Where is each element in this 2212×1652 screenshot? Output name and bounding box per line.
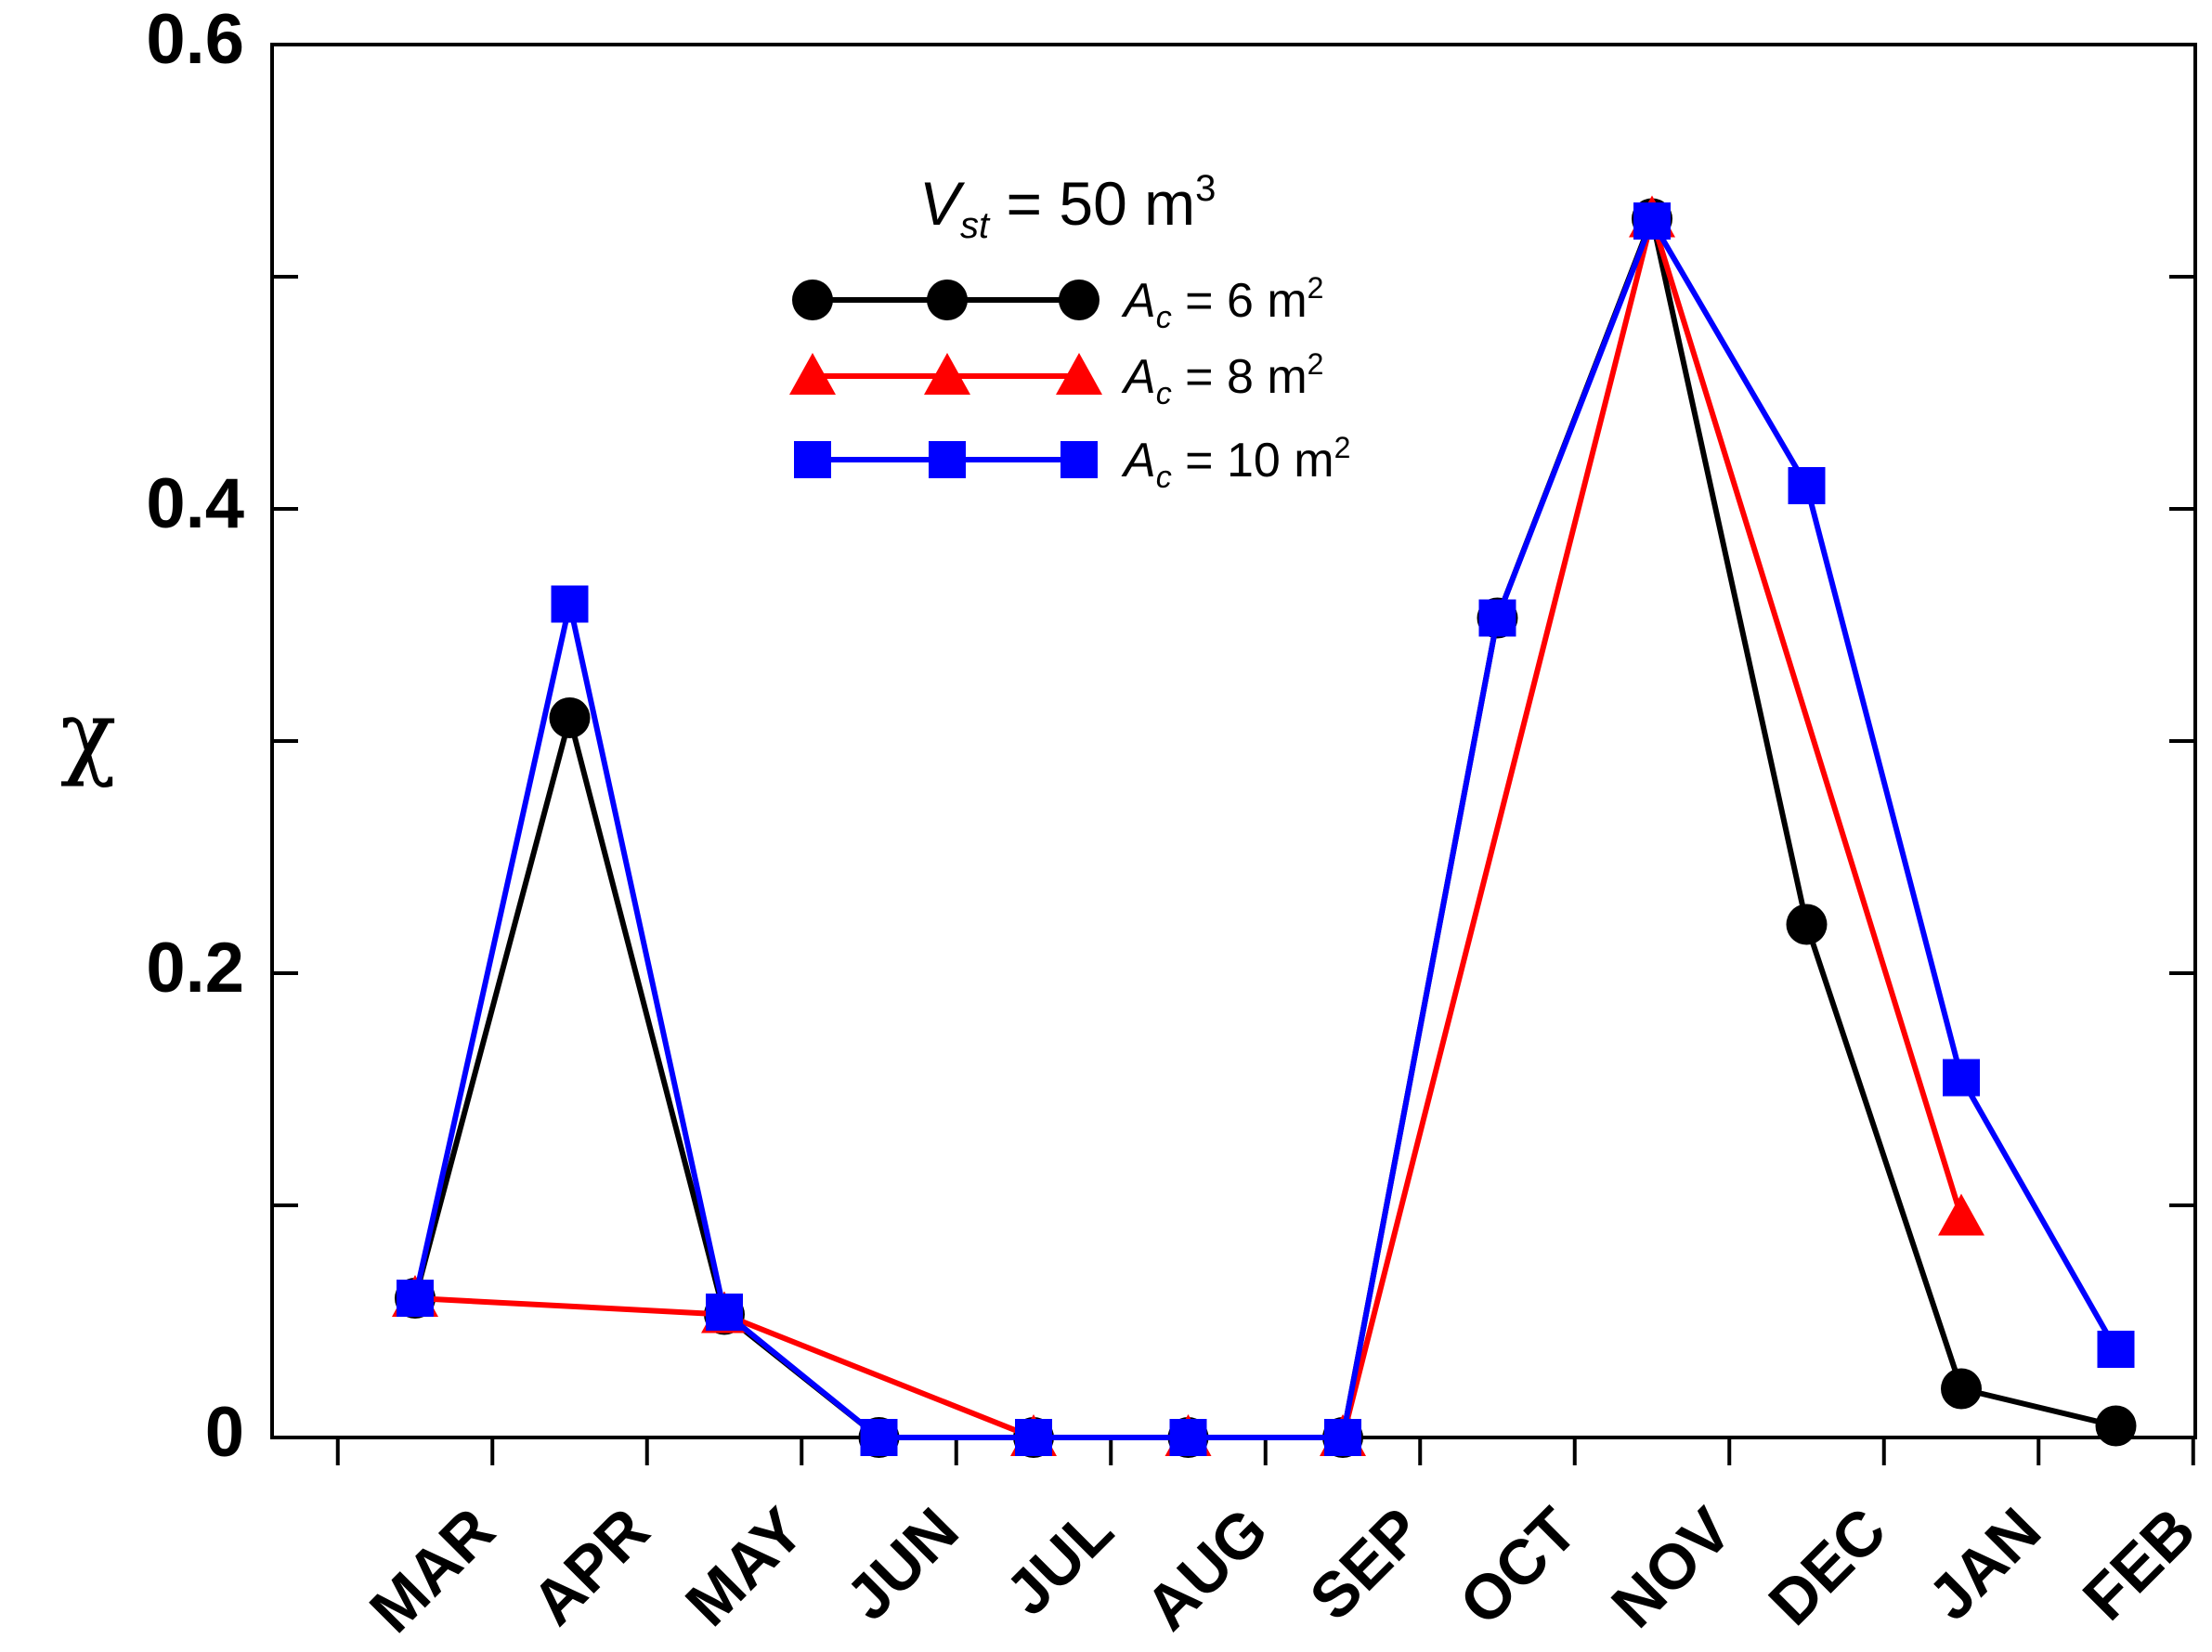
legend-marker	[929, 441, 966, 478]
data-point	[2095, 1405, 2137, 1447]
legend-marker	[1056, 353, 1102, 395]
data-point	[1169, 1419, 1207, 1456]
legend-marker	[927, 280, 968, 320]
data-point	[1786, 904, 1828, 945]
legend-label-sup: 2	[1334, 431, 1351, 464]
series-layer	[392, 195, 2137, 1458]
data-point	[549, 697, 591, 738]
data-point	[1788, 467, 1826, 504]
legend-label: Ac = 10 m2	[1121, 431, 1350, 495]
data-point	[1633, 202, 1671, 240]
data-point	[1015, 1419, 1052, 1456]
legend-label-rest: = 10 m	[1172, 434, 1334, 488]
x-category-label: JUN	[833, 1494, 972, 1633]
y-axis-label: χ	[60, 681, 117, 789]
x-category-label: MAR	[357, 1494, 508, 1645]
data-point	[860, 1419, 898, 1456]
y-tick-label: 0.6	[146, 0, 244, 79]
legend-title-main: V	[919, 169, 966, 238]
legend-entry: Ac = 8 m2	[789, 347, 1323, 411]
legend-label-sup: 2	[1308, 271, 1324, 305]
legend-entry: Ac = 10 m2	[794, 431, 1350, 495]
x-category-label: MAY	[672, 1494, 817, 1639]
legend-marker	[1059, 280, 1099, 320]
legend-label-rest: = 8 m	[1172, 350, 1308, 404]
legend-entry: Ac = 6 m2	[792, 271, 1323, 335]
legend-marker	[792, 280, 833, 320]
x-category-label: AUG	[1132, 1494, 1282, 1644]
legend-label: Ac = 6 m2	[1121, 271, 1323, 335]
data-point	[551, 585, 589, 623]
data-point	[397, 1280, 434, 1317]
x-category-label: FEB	[2070, 1494, 2209, 1633]
series-group	[397, 202, 2135, 1456]
x-category-label: JAN	[1915, 1494, 2054, 1633]
x-category-label: APR	[518, 1494, 662, 1638]
x-axis: MAR APR MAY JUN JUL AUG SEP OCT NOV DEC JAN FEB	[335, 1437, 2209, 1646]
legend-label-sub: c	[1156, 300, 1172, 335]
legend-marker	[1060, 441, 1098, 478]
data-point	[1938, 1193, 1984, 1236]
legend-label-rest: = 6 m	[1172, 274, 1308, 328]
legend-label-sub: c	[1156, 376, 1172, 411]
data-point	[1943, 1059, 1980, 1097]
data-point	[1324, 1419, 1361, 1456]
legend-label-main: A	[1121, 350, 1156, 404]
legend-label-sub: c	[1156, 460, 1172, 495]
legend-title-rest: = 50 m	[989, 169, 1195, 238]
data-point	[2097, 1331, 2135, 1368]
legend-title-sub: st	[960, 205, 991, 246]
legend-marker	[924, 353, 970, 395]
legend-label: Ac = 8 m2	[1121, 347, 1323, 411]
y-axis: 0 0.2 0.4 0.6	[146, 0, 2195, 1472]
y-tick-label: 0.2	[146, 929, 244, 1008]
legend-title: Vst = 50 m3	[919, 168, 1216, 246]
x-category-label: NOV	[1598, 1494, 1745, 1641]
data-point	[1478, 599, 1516, 637]
x-category-label: JUL	[993, 1494, 1127, 1629]
legend-label-sup: 2	[1308, 347, 1324, 381]
y-tick-label: 0	[205, 1393, 244, 1472]
data-point	[1941, 1368, 1982, 1410]
x-category-label: DEC	[1755, 1494, 1899, 1638]
y-tick-label: 0.4	[146, 464, 244, 543]
legend-label-main: A	[1121, 274, 1156, 328]
legend-marker	[789, 353, 836, 395]
legend-label-main: A	[1121, 434, 1156, 488]
legend-marker	[794, 441, 831, 478]
data-point	[706, 1294, 743, 1331]
series-line	[412, 218, 2119, 1440]
x-category-label: SEP	[1296, 1494, 1436, 1633]
x-category-label: OCT	[1446, 1494, 1590, 1638]
legend-title-sup: 3	[1195, 168, 1216, 209]
